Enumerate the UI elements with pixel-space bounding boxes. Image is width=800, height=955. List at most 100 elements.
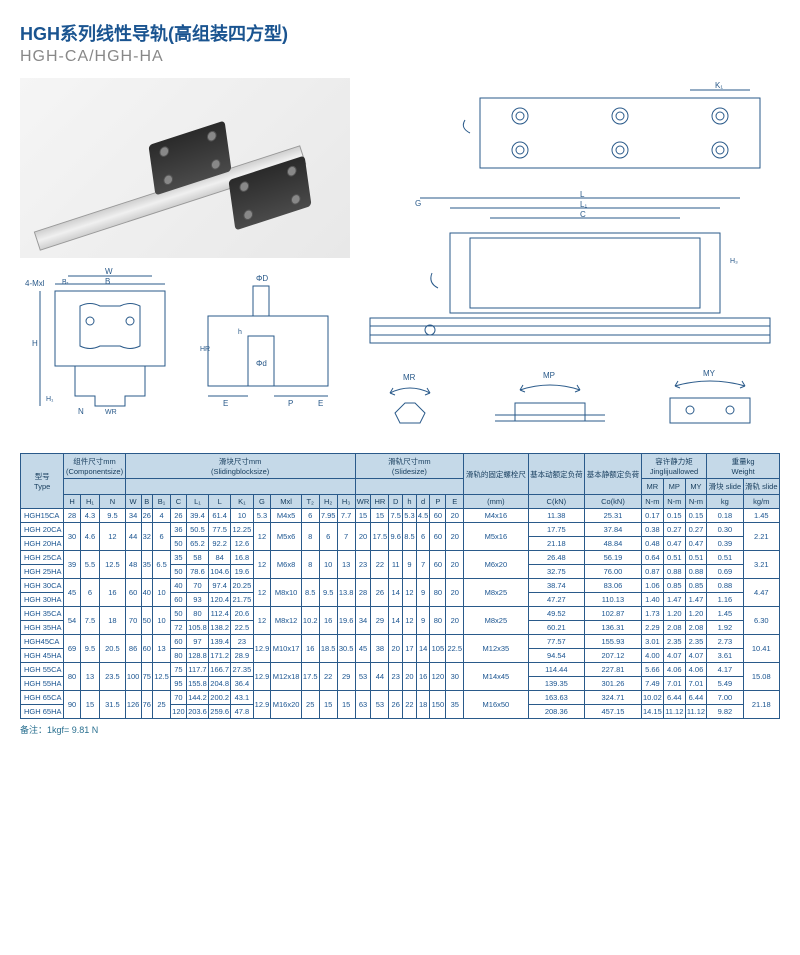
data-cell: 23 [389, 663, 403, 691]
data-cell: 16 [301, 635, 319, 663]
data-cell: 171.2 [209, 649, 231, 663]
data-cell: 50 [171, 565, 187, 579]
data-cell: 70 [125, 607, 141, 635]
type-cell: HGH 45HA [21, 649, 64, 663]
data-cell: 1.45 [743, 509, 780, 523]
col-unit: B [141, 495, 153, 509]
data-cell: 2.29 [641, 621, 663, 635]
data-cell: 17.5 [301, 663, 319, 691]
data-cell: 0.69 [707, 565, 743, 579]
data-cell: M5x16 [464, 523, 528, 551]
data-cell: 6 [80, 579, 99, 607]
data-cell: 1.20 [663, 607, 685, 621]
svg-text:WR: WR [105, 409, 117, 416]
data-cell: 40 [171, 579, 187, 593]
data-cell: 80 [430, 579, 446, 607]
data-cell: 9.5 [100, 509, 125, 523]
data-cell: 10.41 [743, 635, 780, 663]
data-cell: 78.6 [186, 565, 208, 579]
col-unit: Mxl [271, 495, 301, 509]
data-cell: 92.2 [209, 537, 231, 551]
data-cell: 0.85 [685, 579, 707, 593]
data-cell: 20 [446, 523, 464, 551]
data-cell: 20 [446, 579, 464, 607]
data-cell: 15 [371, 509, 389, 523]
title-english: HGH-CA/HGH-HA [20, 48, 780, 66]
data-cell: 0.27 [663, 523, 685, 537]
data-cell: M14x45 [464, 663, 528, 691]
data-cell: 20 [389, 635, 403, 663]
data-cell: 0.17 [641, 509, 663, 523]
hdr-dynamic: 基本动额定负荷 [528, 454, 585, 495]
data-cell: 75 [171, 663, 187, 677]
data-cell: 8.5 [301, 579, 319, 607]
data-cell: 5.3 [253, 509, 271, 523]
type-cell: HGH45CA [21, 635, 64, 649]
col-unit: C(kN) [528, 495, 585, 509]
data-cell: 44 [125, 523, 141, 551]
data-cell: 30.5 [337, 635, 355, 663]
data-cell: 35 [171, 551, 187, 565]
data-cell: 60 [430, 509, 446, 523]
data-cell: 48 [125, 551, 141, 579]
col-unit: kg [707, 495, 743, 509]
spec-body: HGH15CA284.39.5342642639.461.4105.3M4x56… [21, 509, 780, 719]
data-cell: M16x20 [271, 691, 301, 719]
data-cell: 120.4 [209, 593, 231, 607]
data-cell: 207.12 [585, 649, 642, 663]
data-cell: 12.5 [153, 663, 171, 691]
data-cell: 70 [186, 579, 208, 593]
data-cell: 58 [186, 551, 208, 565]
data-cell: 120 [171, 705, 187, 719]
hdr-slide: 滑轨尺寸mm(Slidesize) [355, 454, 464, 479]
data-cell: 80 [171, 649, 187, 663]
data-cell: 69 [64, 635, 80, 663]
data-cell: 47.8 [231, 705, 253, 719]
data-cell: 2.08 [685, 621, 707, 635]
data-cell: 61.4 [209, 509, 231, 523]
data-cell: 1.47 [685, 593, 707, 607]
data-cell: 4.47 [743, 579, 780, 607]
data-cell: 60 [171, 635, 187, 649]
svg-text:HR: HR [200, 346, 210, 353]
hdr-block: 滑块尺寸mm(Slidingblocksize) [125, 454, 355, 479]
top-view-diagram: K₁ [360, 78, 780, 188]
data-cell: 6.44 [663, 691, 685, 705]
data-cell: 7.01 [663, 677, 685, 691]
data-cell: 9 [403, 551, 417, 579]
data-cell: 11.38 [528, 509, 585, 523]
spec-header: 型号Type 组件尺寸mm(Componentsize) 滑块尺寸mm(Slid… [21, 454, 780, 509]
data-cell: 12 [253, 607, 271, 635]
data-cell: 39.4 [186, 509, 208, 523]
data-cell: 23 [231, 635, 253, 649]
data-cell: 117.7 [186, 663, 208, 677]
svg-text:E: E [318, 399, 323, 408]
data-cell: 49.52 [528, 607, 585, 621]
data-cell: 0.15 [663, 509, 685, 523]
col-unit: P [430, 495, 446, 509]
data-cell: 12.9 [253, 635, 271, 663]
data-cell: 32 [141, 523, 153, 551]
data-cell: 4 [153, 509, 171, 523]
data-cell: 31.5 [100, 691, 125, 719]
data-cell: 26 [371, 579, 389, 607]
data-cell: 12 [403, 579, 417, 607]
data-cell: 7.00 [707, 691, 743, 705]
data-cell: M8x25 [464, 579, 528, 607]
data-cell: 1.20 [685, 607, 707, 621]
data-cell: 15.08 [743, 663, 780, 691]
data-cell: 144.2 [186, 691, 208, 705]
svg-text:E: E [223, 399, 228, 408]
cross-section-diagram: 4-Mxl W B₁ B H H₁ N WR [20, 266, 190, 416]
data-cell: 120 [430, 663, 446, 691]
spec-table: 型号Type 组件尺寸mm(Componentsize) 滑块尺寸mm(Slid… [20, 453, 780, 719]
data-cell: 65.2 [186, 537, 208, 551]
data-cell: 6 [319, 523, 337, 551]
data-cell: 80 [186, 607, 208, 621]
data-cell: 5.3 [403, 509, 417, 523]
data-cell: 16 [100, 579, 125, 607]
data-cell: 1.45 [707, 607, 743, 621]
svg-text:B: B [105, 277, 110, 286]
svg-text:W: W [105, 267, 113, 276]
data-cell: 53 [371, 691, 389, 719]
